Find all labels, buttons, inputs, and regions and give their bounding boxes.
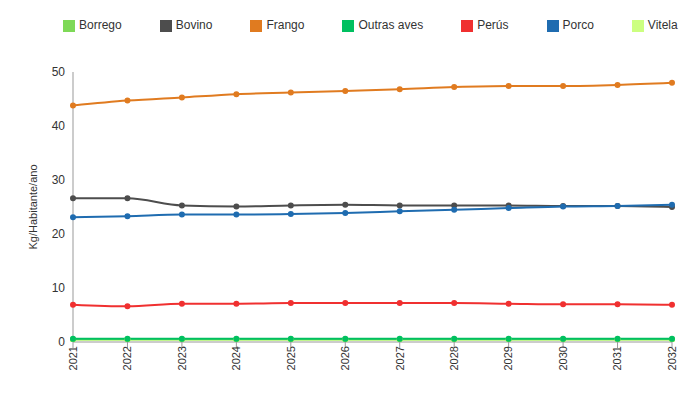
html-text:Frango: Frango — [266, 18, 305, 32]
svg-text:2022: 2022 — [121, 346, 133, 370]
svg-text:30: 30 — [52, 173, 66, 187]
html-text:Outras aves: Outras aves — [358, 18, 424, 32]
html-text:Borrego: Borrego — [79, 18, 122, 32]
html-text:Vitela: Vitela — [647, 18, 678, 32]
svg-text:2027: 2027 — [394, 346, 406, 370]
svg-text:0: 0 — [58, 335, 65, 349]
svg-text:2032: 2032 — [666, 346, 678, 370]
html-text:Porco: Porco — [562, 18, 594, 32]
svg-text:2025: 2025 — [285, 346, 297, 370]
svg-text:20: 20 — [52, 227, 66, 241]
svg-text:2024: 2024 — [230, 346, 242, 370]
svg-text:2030: 2030 — [557, 346, 569, 370]
svg-text:2029: 2029 — [502, 346, 514, 370]
svg-text:2023: 2023 — [176, 346, 188, 370]
svg-text:10: 10 — [52, 281, 66, 295]
svg-text:40: 40 — [52, 119, 66, 133]
svg-text:50: 50 — [52, 65, 66, 79]
svg-text:2031: 2031 — [611, 346, 623, 370]
svg-text:2028: 2028 — [448, 346, 460, 370]
html-text:Bovino: Bovino — [175, 18, 213, 32]
svg-text:2021: 2021 — [67, 346, 79, 370]
html-text:Perús: Perús — [477, 18, 509, 32]
svg-text:Kg/Habitante/ano: Kg/Habitante/ano — [27, 164, 39, 249]
svg-text:2026: 2026 — [339, 346, 351, 370]
